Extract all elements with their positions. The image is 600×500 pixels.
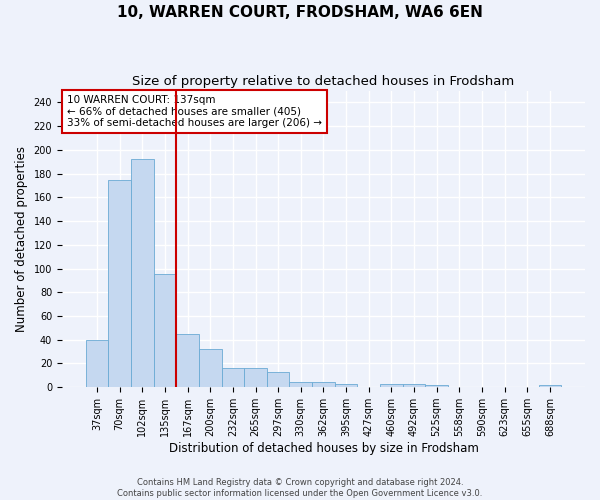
Bar bbox=[380, 384, 403, 387]
Bar bbox=[131, 160, 154, 387]
Text: 10 WARREN COURT: 137sqm
← 66% of detached houses are smaller (405)
33% of semi-d: 10 WARREN COURT: 137sqm ← 66% of detache… bbox=[67, 95, 322, 128]
Bar bbox=[154, 274, 176, 387]
Bar bbox=[539, 385, 561, 387]
Bar bbox=[312, 382, 335, 387]
X-axis label: Distribution of detached houses by size in Frodsham: Distribution of detached houses by size … bbox=[169, 442, 478, 455]
Bar bbox=[335, 384, 358, 387]
Bar bbox=[109, 180, 131, 387]
Y-axis label: Number of detached properties: Number of detached properties bbox=[15, 146, 28, 332]
Bar bbox=[403, 384, 425, 387]
Text: 10, WARREN COURT, FRODSHAM, WA6 6EN: 10, WARREN COURT, FRODSHAM, WA6 6EN bbox=[117, 5, 483, 20]
Bar bbox=[221, 368, 244, 387]
Text: Contains HM Land Registry data © Crown copyright and database right 2024.
Contai: Contains HM Land Registry data © Crown c… bbox=[118, 478, 482, 498]
Bar bbox=[86, 340, 109, 387]
Bar bbox=[199, 349, 221, 387]
Bar bbox=[244, 368, 267, 387]
Bar bbox=[289, 382, 312, 387]
Title: Size of property relative to detached houses in Frodsham: Size of property relative to detached ho… bbox=[133, 75, 515, 88]
Bar bbox=[267, 372, 289, 387]
Bar bbox=[176, 334, 199, 387]
Bar bbox=[425, 385, 448, 387]
